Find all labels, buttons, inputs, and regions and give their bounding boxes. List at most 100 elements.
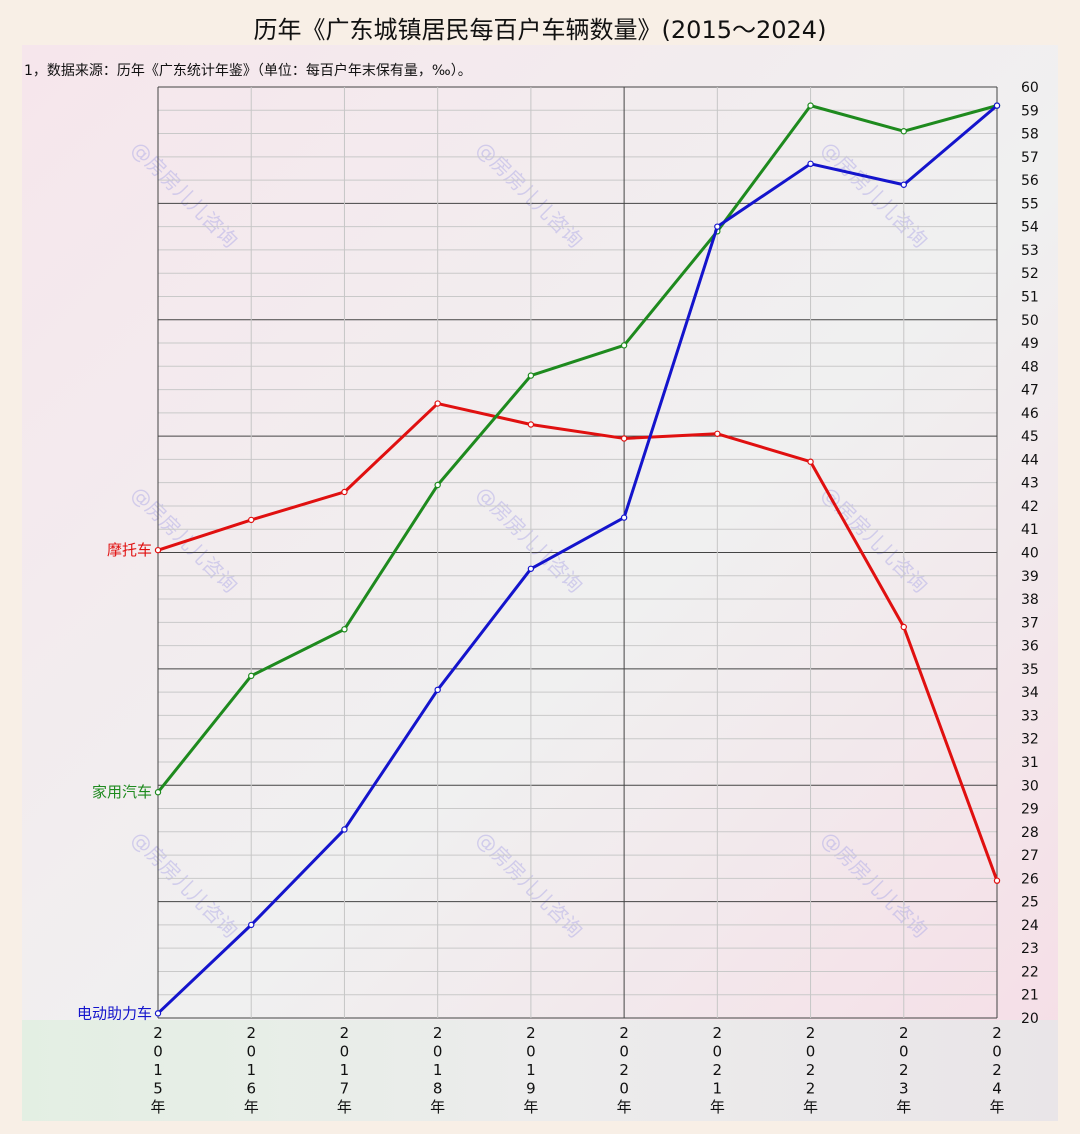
plot-background bbox=[22, 45, 1058, 1121]
data-point bbox=[434, 400, 441, 407]
y-tick-label: 56 bbox=[1021, 173, 1039, 189]
y-tick-label: 53 bbox=[1021, 243, 1039, 259]
x-axis-ticks: 2 0 1 5 年 2 0 1 6 年 2 0 1 7 年 2 0 1 8 年 2 0 1 9 年 2 0 2 0 年 2 0 2 1 年 2 0 2 2 年… bbox=[150, 1024, 1004, 1116]
data-point bbox=[620, 342, 628, 349]
data-point bbox=[341, 826, 348, 833]
data-point bbox=[900, 181, 907, 188]
series-2: 电动助力车 bbox=[77, 102, 1001, 1022]
source-note: 1，数据来源：历年《广东统计年鉴》（单位：每百户年末保有量，‰）。 bbox=[24, 63, 472, 79]
series-label: 家用汽车 bbox=[92, 783, 152, 801]
data-point bbox=[620, 514, 628, 521]
grid-lines bbox=[157, 86, 998, 1019]
y-tick-label: 21 bbox=[1021, 988, 1039, 1004]
y-tick-label: 33 bbox=[1021, 708, 1039, 724]
data-point bbox=[807, 458, 814, 465]
series-line bbox=[157, 402, 999, 882]
y-tick-label: 35 bbox=[1021, 662, 1039, 678]
data-point bbox=[527, 372, 535, 379]
y-tick-label: 44 bbox=[1021, 452, 1039, 468]
y-tick-label: 23 bbox=[1021, 941, 1039, 957]
axis-background bbox=[22, 1020, 1058, 1121]
data-point bbox=[807, 160, 814, 168]
y-tick-label: 24 bbox=[1021, 918, 1039, 934]
series-0: 摩托车 bbox=[107, 400, 1001, 884]
y-tick-label: 51 bbox=[1021, 289, 1039, 305]
data-point bbox=[527, 565, 535, 572]
watermark-3: @房房儿儿咨询 bbox=[126, 482, 242, 598]
watermark-4: @房房儿儿咨询 bbox=[471, 482, 587, 598]
y-tick-label: 50 bbox=[1021, 313, 1039, 329]
y-tick-label: 32 bbox=[1021, 732, 1039, 748]
y-tick-label: 48 bbox=[1021, 359, 1039, 375]
data-point bbox=[434, 481, 441, 489]
watermark-layer: @房房儿儿咨询 @房房儿儿咨询 @房房儿儿咨询 @房房儿儿咨询 @房房儿儿咨询 @房房儿儿… bbox=[126, 137, 932, 943]
y-tick-label: 22 bbox=[1021, 964, 1039, 980]
y-tick-label: 28 bbox=[1021, 825, 1039, 841]
y-tick-label: 46 bbox=[1021, 406, 1039, 422]
data-point bbox=[154, 789, 162, 796]
y-axis-ticks: 20 21 22 23 24 25 26 27 28 29 30 31 32 33 34 35 36 37 38 39… bbox=[1021, 80, 1039, 1027]
y-tick-label: 49 bbox=[1021, 336, 1039, 352]
watermark-1: @房房儿儿咨询 bbox=[471, 137, 587, 253]
data-point bbox=[714, 223, 721, 230]
data-point bbox=[993, 102, 1001, 109]
y-tick-label: 29 bbox=[1021, 802, 1039, 818]
data-point bbox=[341, 488, 348, 496]
y-tick-label: 34 bbox=[1021, 685, 1039, 701]
series-label: 电动助力车 bbox=[77, 1004, 152, 1022]
y-tick-label: 52 bbox=[1021, 266, 1039, 282]
y-tick-label: 38 bbox=[1021, 592, 1039, 608]
data-point bbox=[248, 672, 255, 680]
data-point bbox=[900, 128, 907, 135]
y-tick-label: 60 bbox=[1021, 80, 1039, 96]
watermark-2: @房房儿儿咨询 bbox=[816, 137, 932, 253]
y-tick-label: 39 bbox=[1021, 569, 1039, 585]
data-point bbox=[714, 430, 721, 437]
data-point bbox=[620, 435, 628, 442]
data-point bbox=[993, 877, 1001, 884]
y-tick-label: 36 bbox=[1021, 639, 1039, 655]
watermark-0: @房房儿儿咨询 bbox=[126, 137, 242, 253]
y-tick-label: 37 bbox=[1021, 615, 1039, 631]
data-point bbox=[434, 686, 441, 694]
chart-title: 历年《广东城镇居民每百户车辆数量》(2015～2024) bbox=[253, 16, 827, 44]
data-point bbox=[341, 626, 348, 633]
data-point bbox=[248, 516, 255, 524]
data-point bbox=[527, 421, 535, 428]
watermark-5: @房房儿儿咨询 bbox=[816, 482, 932, 598]
series-label: 摩托车 bbox=[107, 541, 152, 559]
y-tick-label: 55 bbox=[1021, 196, 1039, 212]
data-point bbox=[248, 921, 255, 929]
y-tick-label: 43 bbox=[1021, 476, 1039, 492]
series-line bbox=[156, 104, 998, 794]
y-tick-label: 45 bbox=[1021, 429, 1039, 445]
y-tick-label: 59 bbox=[1021, 103, 1039, 119]
y-tick-label: 54 bbox=[1021, 220, 1039, 236]
y-tick-label: 40 bbox=[1021, 546, 1039, 562]
data-point bbox=[900, 623, 907, 631]
y-tick-label: 20 bbox=[1021, 1011, 1039, 1027]
y-tick-label: 41 bbox=[1021, 522, 1039, 538]
y-tick-label: 27 bbox=[1021, 848, 1039, 864]
series-line bbox=[156, 104, 998, 1015]
y-tick-label: 26 bbox=[1021, 871, 1039, 887]
data-point bbox=[807, 102, 814, 109]
y-tick-label: 57 bbox=[1021, 150, 1039, 166]
y-tick-label: 42 bbox=[1021, 499, 1039, 515]
y-tick-label: 58 bbox=[1021, 127, 1039, 143]
y-tick-label: 25 bbox=[1021, 895, 1039, 911]
y-tick-label: 30 bbox=[1021, 778, 1039, 794]
y-tick-label: 31 bbox=[1021, 755, 1039, 771]
